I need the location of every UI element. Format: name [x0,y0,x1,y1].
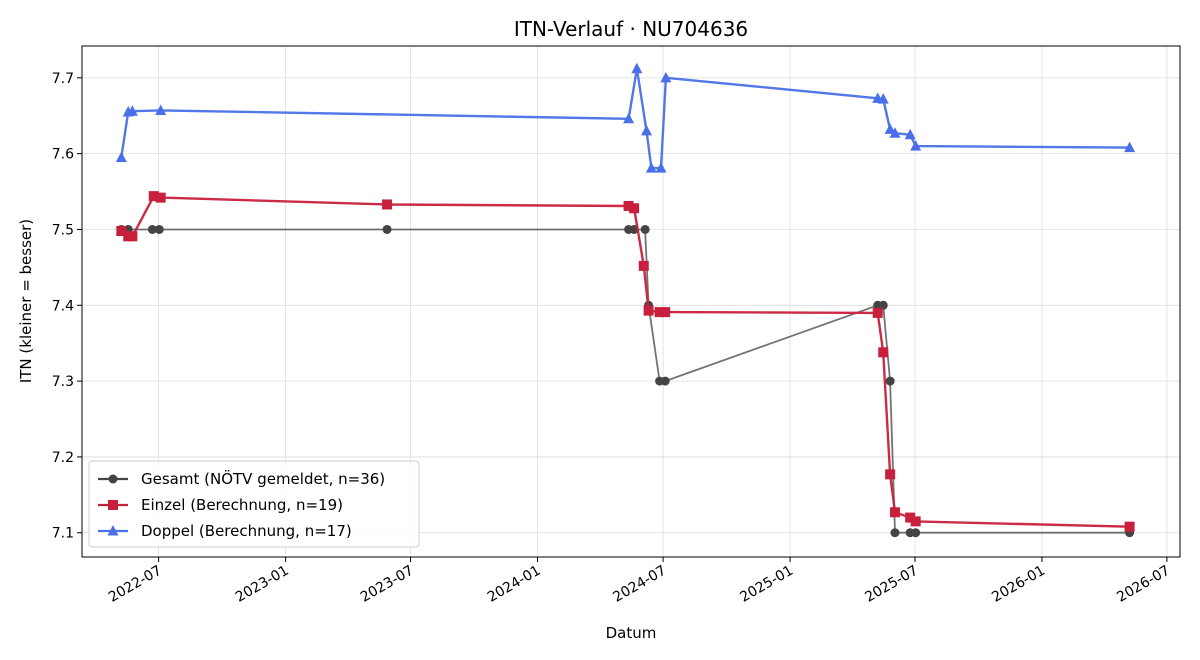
data-point [878,300,888,310]
legend-marker [107,525,119,536]
data-point [155,104,167,115]
x-tick-label: 2025-07 [862,563,921,606]
data-point [115,151,127,162]
y-tick-label: 7.4 [52,298,74,314]
data-point [1124,521,1135,532]
data-point [148,191,159,202]
data-point [640,224,650,234]
x-tick-label: 2023-07 [358,563,417,606]
data-point [116,225,127,236]
data-point [643,305,654,316]
y-axis-label: ITN (kleiner = besser) [17,219,35,383]
y-tick-label: 7.6 [52,147,74,163]
y-tick-label: 7.1 [52,526,74,542]
x-axis-ticks: 2022-07 2023-01 2023-07 2024-01 2024-07 2025-… [106,557,1173,606]
data-point [147,224,157,234]
data-point [655,162,667,173]
legend-marker [108,500,118,510]
data-point [904,128,916,140]
data-point [910,516,921,527]
y-tick-label: 7.3 [52,374,74,390]
data-point [654,307,665,318]
data-point [127,231,138,242]
y-tick-label: 7.7 [52,71,74,87]
data-point [645,162,657,173]
y-tick-label: 7.5 [52,222,74,238]
x-axis-label: Datum [606,624,657,642]
data-point [623,200,634,211]
series-layer [115,62,1136,538]
data-point [126,105,138,116]
data-point [155,192,166,203]
data-point [638,260,649,271]
x-tick-label: 2026-07 [1114,563,1173,606]
series-line [120,67,1130,170]
data-point [629,203,640,214]
x-tick-label: 2024-07 [610,563,669,606]
legend-marker [108,474,118,484]
legend-entry-label: Gesamt (NÖTV gemeldet, n=36) [141,469,385,488]
data-point [641,124,653,136]
series-circle [116,224,1135,538]
data-point [154,224,164,234]
data-point [890,528,900,538]
data-point [660,307,671,318]
data-point [905,512,916,523]
series-triangle [115,62,1136,173]
data-point [872,307,883,318]
x-tick-label: 2024-01 [485,563,544,606]
data-point [885,469,896,480]
y-tick-label: 7.2 [52,450,74,466]
data-point [660,376,670,386]
data-point [623,112,635,124]
legend-box [88,460,420,548]
data-point [631,62,643,74]
data-point [885,376,895,386]
chart-title: ITN-Verlauf · NU704636 [514,17,748,41]
data-point [382,199,393,210]
y-axis-ticks: 7.1 7.2 7.3 7.4 7.5 7.6 7.7 [52,71,82,542]
data-point [889,127,901,138]
data-point [382,224,392,234]
x-tick-label: 2025-01 [737,563,796,606]
data-point [911,528,921,538]
data-point [878,347,889,358]
x-tick-label: 2026-01 [989,563,1048,606]
plot-area-frame [81,45,1181,558]
data-point [889,507,900,518]
series-square [116,191,1135,532]
legend-entry-label: Doppel (Berechnung, n=17) [141,522,352,540]
x-tick-label: 2023-01 [233,563,292,606]
x-tick-label: 2022-07 [106,563,165,606]
legend-entry-label: Einzel (Berechnung, n=19) [141,496,343,514]
legend: Gesamt (NÖTV gemeldet, n=36) Einzel (Bere… [88,460,420,548]
data-point [910,140,922,151]
data-point [877,93,889,104]
data-point [1124,141,1136,153]
data-point [660,71,672,83]
